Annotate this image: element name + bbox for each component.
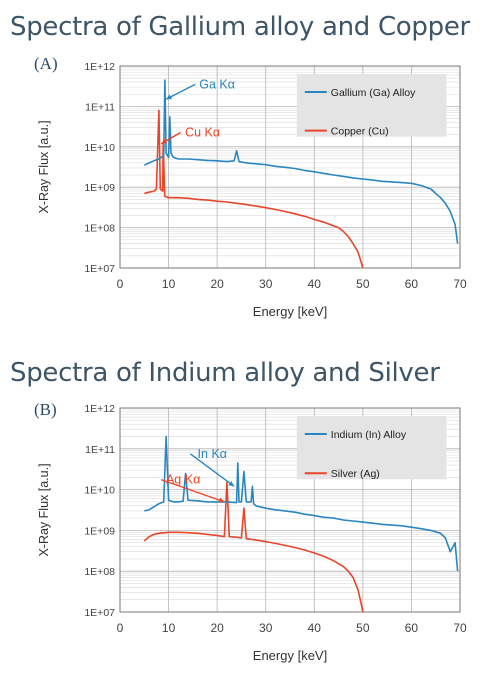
y-tick-label: 1E+08 <box>84 223 115 235</box>
x-tick-label: 50 <box>356 621 370 635</box>
x-tick-label: 40 <box>308 621 322 635</box>
x-axis-label: Energy [keV] <box>253 648 327 663</box>
annotation-arrowhead <box>166 94 173 100</box>
annotation-arrow <box>160 478 225 503</box>
y-axis-label: X-Ray Flux [a.u.] <box>37 120 51 213</box>
x-tick-label: 40 <box>308 277 322 291</box>
x-tick-label: 50 <box>356 277 370 291</box>
x-tick-label: 0 <box>117 621 124 635</box>
y-tick-label: 1E+12 <box>84 61 115 73</box>
chart-title: Spectra of Indium alloy and Silver <box>10 358 440 388</box>
series-line <box>143 481 364 613</box>
x-tick-label: 30 <box>259 277 273 291</box>
y-axis-label: X-Ray Flux [a.u.] <box>37 463 51 556</box>
x-axis-label: Energy [keV] <box>253 304 327 319</box>
y-tick-label: 1E+09 <box>84 182 115 194</box>
peak-annotation-label: Ga Kα <box>199 77 235 91</box>
y-tick-label: 1E+08 <box>84 566 115 578</box>
series-line <box>144 435 459 572</box>
x-tick-label: 60 <box>405 621 419 635</box>
chart-title: Spectra of Gallium alloy and Copper <box>10 12 470 42</box>
y-tick-label: 1E+12 <box>84 403 115 415</box>
legend-box <box>296 74 447 137</box>
spectrum-chart-a: 1E+07 1E+08 1E+09 1E+10 1E+11 1E+12 0 10 20 30 40 5… <box>37 61 467 319</box>
legend-label: Copper (Cu) <box>331 126 389 138</box>
x-tick-label: 0 <box>117 277 124 291</box>
x-tick-label: 20 <box>210 277 224 291</box>
legend-label: Indium (In) Alloy <box>331 429 407 441</box>
x-tick-label: 60 <box>405 277 419 291</box>
y-tick-label: 1E+10 <box>84 485 115 497</box>
legend-label: Gallium (Ga) Alloy <box>331 87 416 99</box>
y-tick-label: 1E+11 <box>85 101 115 113</box>
annotation-arrow <box>165 83 196 100</box>
figure-gallium-copper: Spectra of Gallium alloy and Copper (A) … <box>10 12 470 319</box>
series-line <box>144 109 364 269</box>
x-tick-label: 70 <box>453 621 467 635</box>
legend-box <box>296 416 447 480</box>
annotation-arrow <box>189 453 235 487</box>
peak-annotation-label: Ag Kα <box>166 473 200 487</box>
x-tick-label: 10 <box>162 277 176 291</box>
annotation-arrowhead <box>218 497 225 503</box>
peak-annotation-label: In Kα <box>198 447 227 461</box>
panel-label: (A) <box>34 54 58 73</box>
plot-area-border <box>119 407 461 613</box>
series-line <box>143 79 459 244</box>
peak-annotation-label: Cu Kα <box>185 125 220 139</box>
plot-area-border <box>119 65 461 269</box>
y-tick-label: 1E+11 <box>85 444 115 456</box>
y-tick-label: 1E+07 <box>84 263 115 275</box>
y-tick-label: 1E+09 <box>84 525 115 537</box>
y-tick-label: 1E+07 <box>84 607 115 619</box>
y-tick-label: 1E+10 <box>84 142 115 154</box>
annotation-arrowhead <box>228 481 235 487</box>
x-tick-label: 10 <box>162 621 176 635</box>
x-tick-label: 30 <box>259 621 273 635</box>
legend-label: Silver (Ag) <box>331 468 380 480</box>
panel-label: (B) <box>34 400 57 419</box>
x-tick-label: 20 <box>210 621 224 635</box>
x-tick-label: 70 <box>453 277 467 291</box>
spectrum-chart-b: 1E+07 1E+08 1E+09 1E+10 1E+11 1E+12 0 10 20 30 40 5… <box>37 403 467 663</box>
figure-indium-silver: Spectra of Indium alloy and Silver (B) 1… <box>0 350 502 676</box>
annotation-arrowhead <box>161 138 168 144</box>
